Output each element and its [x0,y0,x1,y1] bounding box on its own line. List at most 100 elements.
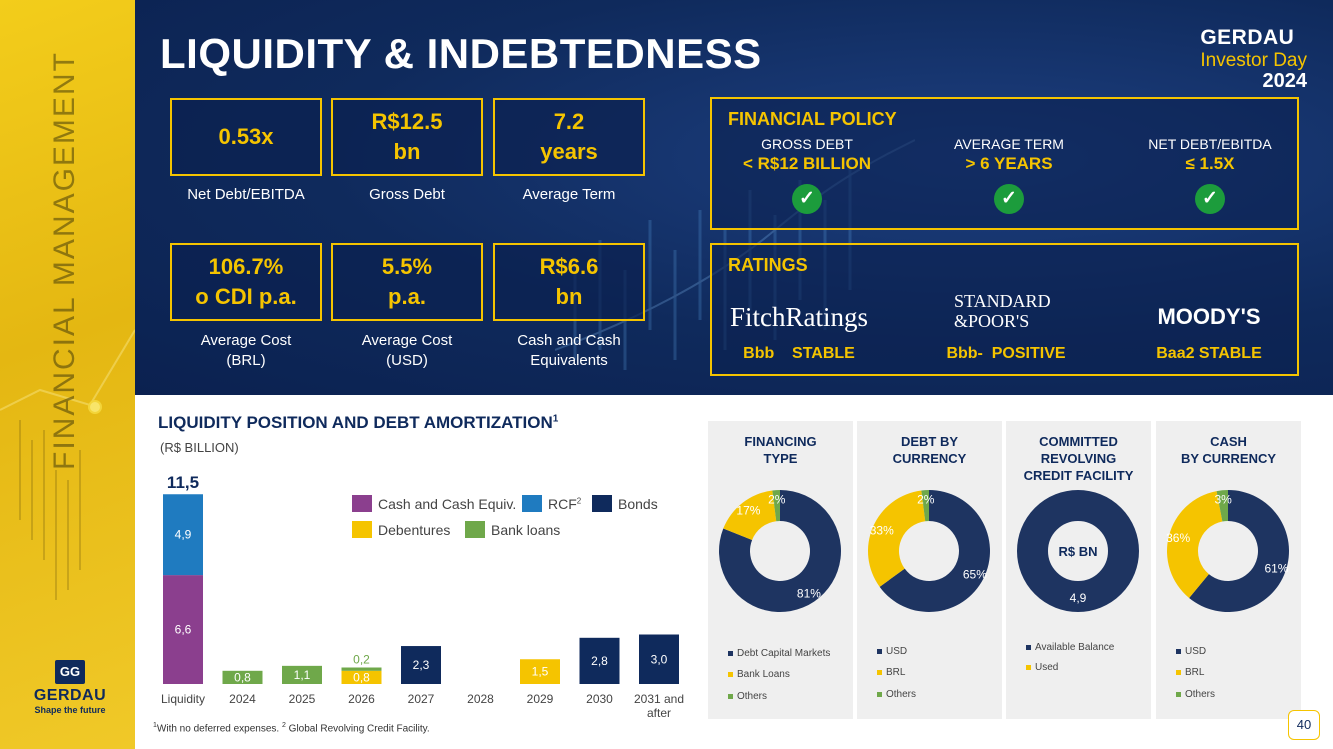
legend-swatch [728,651,733,656]
donut-slice [1167,491,1223,599]
footnote-mark: 1 [153,722,157,729]
legend-swatch [1176,692,1181,697]
donut-slice [1017,490,1139,612]
bar-segment [401,646,441,684]
gerdau-logo-icon: GG [55,660,85,684]
bar-segment [520,659,560,684]
legend-swatch [877,670,882,675]
x-tick-label: 2028 [467,692,494,706]
ratings-box: RATINGS FitchRatings Bbb STABLE STANDARD… [710,243,1299,376]
legend-item: Available Balance [1026,642,1114,653]
slice-label: 65% [963,567,987,581]
slice-label: 2% [768,493,786,507]
policy-net-debt-ebitda: NET DEBT/EBITDA ≤ 1.5X ✓ [1120,136,1300,214]
bar-segment [579,637,620,684]
bar-value-label: 0,8 [234,670,251,684]
slice-label: 81% [797,587,821,601]
panel-title: COMMITTED REVOLVING CREDIT FACILITY [1023,434,1134,483]
side-dot [88,400,102,414]
kpi-gross-debt: R$12.5 bn [331,98,483,176]
bar-value-label: 0,8 [353,670,370,684]
liquidity-chart-title: LIQUIDITY POSITION AND DEBT AMORTIZATION… [158,413,558,433]
kpi-value: R$12.5 bn [371,109,443,164]
donut-slice [772,490,780,522]
legend-item: BRL [1176,667,1204,678]
kpi-value: R$6.6 bn [539,254,599,309]
legend-label: Available Balance [1035,642,1115,653]
brand-company: GERDAU [1200,26,1295,49]
bar-segment [163,575,203,684]
legend-label: BRL [886,667,906,678]
x-tick-label: Liquidity [161,692,205,706]
moodys-logo: MOODY'S [1157,304,1261,329]
rating-sp: STANDARD &POOR'S Bbb- POSITIVE [906,285,1106,363]
logo-name: GERDAU [33,687,107,704]
brand-event: Investor Day [1200,50,1307,71]
legend-item: Debt Capital Markets [728,648,830,659]
legend-bonds: Bonds [592,495,658,512]
slice-label: 33% [870,524,894,538]
donut-chart: 4,9 R$ BN [1017,490,1139,612]
legend-label: BRL [1185,667,1205,678]
legend-item: Others [877,689,916,700]
kpi-label: Cash and Cash Equivalents [517,332,621,369]
bar-value-label: 6,6 [175,623,192,637]
kpi-label: Average Term [522,186,616,203]
bar-segment [341,670,382,684]
rating-value: Bbb- POSITIVE [946,345,1066,362]
kpi-label: Average Cost (USD) [361,332,453,369]
legend-label: RCF2 [548,496,581,512]
kpi-value: 7.2 years [540,109,598,164]
gerdau-logo: GG GERDAU Shape the future [30,660,110,715]
donut-center-label: R$ BN [1058,544,1097,559]
donut-slice [868,490,926,587]
panel-title: CASH BY CURRENCY [1180,434,1277,466]
bar-segment [341,667,382,671]
page-number: 40 [1288,710,1320,740]
kpi-label: Net Debt/EBITDA [187,186,305,203]
legend-debentures: Debentures [352,521,450,538]
x-tick-label: 2031 and [634,692,684,706]
bar-segment [282,665,322,684]
donut-chart: 61% 36% 3% [1166,490,1289,612]
legend-swatch [728,672,733,677]
bar-value-label: 2,3 [413,658,430,672]
kpi-average-cost-usd: 5.5% p.a. [331,243,483,321]
kpi-average-cost-brl: 106.7% o CDI p.a. [170,243,322,321]
donut-slice [723,490,777,540]
legend-swatch [1176,649,1181,654]
legend-cash: Cash and Cash Equiv. [352,495,516,512]
policy-average-term: AVERAGE TERM > 6 YEARS ✓ [919,136,1099,214]
x-tick-label: 2030 [586,692,613,706]
x-tick-label: 2029 [527,692,554,706]
legend-label: Bank loans [491,521,561,538]
legend-bank-loans: Bank loans [465,521,560,538]
legend-swatch [522,495,542,512]
legend-item: BRL [877,667,905,678]
legend-label: Cash and Cash Equiv. [378,495,517,512]
bar-segment [222,670,263,684]
side-decoration [0,329,135,600]
bar-value-label: 1,5 [532,665,549,679]
title-footnote-mark: 1 [552,413,559,425]
donut-chart: 65% 33% 2% [868,490,990,612]
bar-value-label: 0,2 [353,653,370,667]
kpi-label: Average Cost (BRL) [200,332,292,369]
legend-item: Bank Loans [728,669,790,680]
policy-value: > 6 YEARS [965,154,1053,173]
panel-title: FINANCING TYPE [744,434,817,466]
legend-label: USD [886,646,908,657]
legend-label: USD [1185,646,1207,657]
bar-segment [639,634,679,684]
bar-value-label: 1,1 [294,668,311,682]
legend-label: Used [1035,662,1059,673]
legend-label: Debt Capital Markets [737,648,831,659]
bar-value-label: 2,8 [591,654,608,668]
bar-value-label: 3,0 [651,652,668,666]
legend-label: Bank Loans [737,669,790,680]
legend-label: Bonds [618,495,658,512]
slice-label: 2% [917,493,935,507]
footnote-text: With no deferred expenses. [156,723,282,735]
check-icon: ✓ [1195,184,1225,214]
donut-slice [1216,490,1228,522]
